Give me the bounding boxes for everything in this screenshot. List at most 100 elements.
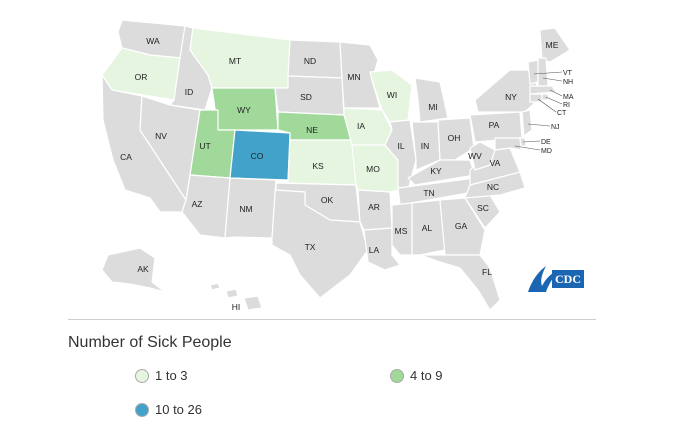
label-ct: CT xyxy=(557,110,567,117)
leader-ct xyxy=(537,98,557,113)
state-mi[interactable] xyxy=(414,77,449,123)
state-hi-2[interactable] xyxy=(225,288,239,299)
label-mn: MN xyxy=(347,72,360,82)
label-hi: HI xyxy=(232,302,241,312)
leader-nh xyxy=(542,77,563,82)
state-nj[interactable] xyxy=(521,109,533,137)
label-ne: NE xyxy=(306,125,318,135)
label-ia: IA xyxy=(357,121,365,131)
legend-divider xyxy=(68,319,596,320)
us-map: WA OR CA ID NV MT WY UT AZ CO NM ND SD N… xyxy=(101,19,584,312)
label-wa: WA xyxy=(146,36,160,46)
label-md: MD xyxy=(541,148,552,155)
leader-ri xyxy=(545,96,563,105)
label-ca: CA xyxy=(120,152,132,162)
state-al[interactable] xyxy=(411,199,446,256)
leader-nj xyxy=(527,123,551,127)
label-me: ME xyxy=(546,40,559,50)
legend-label-low: 1 to 3 xyxy=(155,368,188,383)
state-ga[interactable] xyxy=(439,197,486,256)
state-ak[interactable] xyxy=(101,247,166,293)
label-ma: MA xyxy=(563,94,574,101)
label-va: VA xyxy=(490,158,501,168)
label-nv: NV xyxy=(155,131,167,141)
label-id: ID xyxy=(185,87,194,97)
label-mo: MO xyxy=(366,164,380,174)
label-tn: TN xyxy=(423,188,434,198)
label-ks: KS xyxy=(312,161,324,171)
state-nm[interactable] xyxy=(224,177,277,239)
label-ar: AR xyxy=(368,202,380,212)
leader-md xyxy=(514,145,541,151)
state-tx[interactable] xyxy=(271,179,369,299)
state-ky[interactable] xyxy=(407,159,476,186)
label-ak: AK xyxy=(137,264,149,274)
label-vt: VT xyxy=(563,70,573,77)
state-ca[interactable] xyxy=(101,74,187,213)
legend-item-1-to-3: 1 to 3 xyxy=(135,368,188,383)
label-oh: OH xyxy=(448,133,461,143)
label-de: DE xyxy=(541,139,551,146)
state-ms[interactable] xyxy=(391,202,413,256)
label-wi: WI xyxy=(387,90,397,100)
state-oh[interactable] xyxy=(437,117,475,161)
legend-swatch-mid xyxy=(390,368,404,383)
legend-title: Number of Sick People xyxy=(68,334,232,351)
state-wv[interactable] xyxy=(469,141,496,171)
label-nh: NH xyxy=(563,79,573,86)
label-ny: NY xyxy=(505,92,517,102)
state-vt[interactable] xyxy=(527,59,539,85)
label-sc: SC xyxy=(477,203,489,213)
label-ms: MS xyxy=(395,226,408,236)
label-wy: WY xyxy=(237,105,251,115)
leader-ma xyxy=(549,89,563,97)
label-fl: FL xyxy=(482,267,492,277)
state-ma[interactable] xyxy=(529,85,557,95)
legend-item-4-to-9: 4 to 9 xyxy=(390,368,443,383)
state-az[interactable] xyxy=(181,174,231,239)
label-nd: ND xyxy=(304,56,316,66)
label-ok: OK xyxy=(321,195,334,205)
legend-item-10-to-26: 10 to 26 xyxy=(135,402,202,417)
label-nm: NM xyxy=(239,204,252,214)
cdc-logo-box xyxy=(552,270,584,288)
state-me[interactable] xyxy=(539,27,571,63)
state-fl[interactable] xyxy=(419,254,501,311)
label-ky: KY xyxy=(430,166,442,176)
label-sd: SD xyxy=(300,92,312,102)
label-nc: NC xyxy=(487,182,499,192)
label-pa: PA xyxy=(489,120,500,130)
label-nj: NJ xyxy=(551,124,560,131)
legend-swatch-low xyxy=(135,368,149,383)
state-md[interactable] xyxy=(494,137,522,151)
label-il: IL xyxy=(397,141,404,151)
label-or: OR xyxy=(135,72,148,82)
leader-de xyxy=(522,140,541,143)
state-in[interactable] xyxy=(411,121,441,171)
state-ri[interactable] xyxy=(541,93,549,101)
label-ri: RI xyxy=(563,102,570,109)
label-tx: TX xyxy=(305,242,316,252)
label-mt: MT xyxy=(229,56,241,66)
legend-label-mid: 4 to 9 xyxy=(410,368,443,383)
legend-label-high: 10 to 26 xyxy=(155,402,202,417)
hhs-eagle-icon xyxy=(528,266,560,292)
state-hi-1[interactable] xyxy=(209,282,221,291)
state-mn[interactable] xyxy=(339,41,381,109)
label-la: LA xyxy=(369,245,380,255)
cdc-logo: CDC xyxy=(528,266,584,292)
leader-vt xyxy=(533,71,563,75)
label-mi: MI xyxy=(428,102,437,112)
label-wv: WV xyxy=(468,151,482,161)
legend-swatch-high xyxy=(135,402,149,417)
state-hi-3[interactable] xyxy=(243,295,263,311)
label-ga: GA xyxy=(455,221,468,231)
label-az: AZ xyxy=(192,199,203,209)
state-ny[interactable] xyxy=(474,69,539,113)
label-co: CO xyxy=(251,151,264,161)
label-al: AL xyxy=(422,223,433,233)
label-ut: UT xyxy=(199,141,210,151)
state-nh[interactable] xyxy=(537,57,549,87)
label-in: IN xyxy=(421,141,430,151)
cdc-logo-text: CDC xyxy=(555,272,581,286)
